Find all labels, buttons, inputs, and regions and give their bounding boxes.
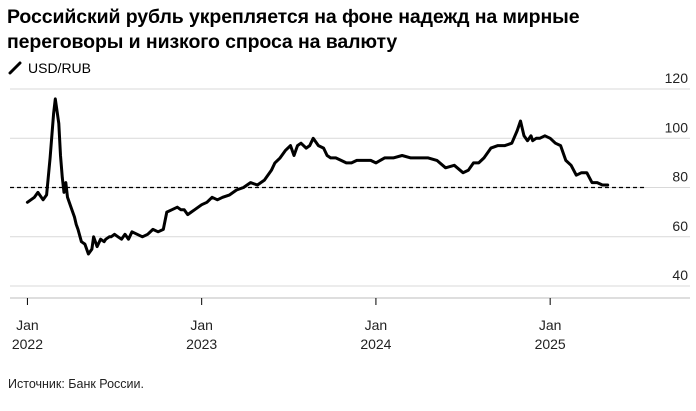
x-tick-label-month: Jan [16, 317, 39, 333]
x-tick-label-month: Jan [190, 317, 213, 333]
x-tick-label-year: 2025 [535, 336, 566, 352]
x-tick-label-year: 2023 [186, 336, 217, 352]
x-tick-label-month: Jan [539, 317, 562, 333]
source-note: Источник: Банк России. [8, 377, 144, 391]
x-tick-label-year: 2024 [360, 336, 391, 352]
series-line-usd-rub [25, 97, 610, 256]
x-tick-label-month: Jan [365, 317, 388, 333]
chart-title: Российский рубль укрепляется на фоне над… [7, 6, 580, 53]
y-tick-label: 120 [665, 70, 689, 86]
legend-line-icon [8, 61, 22, 75]
legend-label: USD/RUB [28, 60, 92, 76]
x-tick-label-year: 2022 [12, 336, 43, 352]
legend: USD/RUB [8, 58, 91, 78]
y-tick-label: 80 [672, 169, 688, 185]
y-tick-label: 40 [672, 267, 688, 283]
y-tick-label: 100 [665, 119, 689, 135]
y-tick-label: 60 [672, 218, 688, 234]
